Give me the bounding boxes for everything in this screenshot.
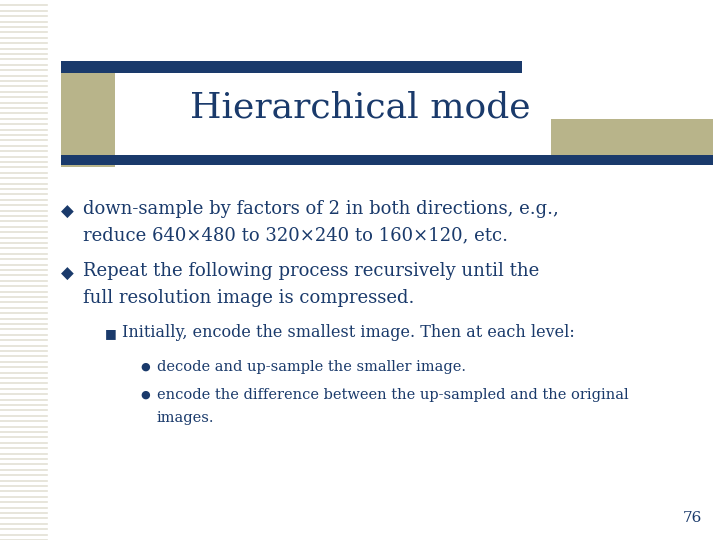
- Text: reduce 640×480 to 320×240 to 160×120, etc.: reduce 640×480 to 320×240 to 160×120, et…: [83, 227, 508, 245]
- Text: Hierarchical mode: Hierarchical mode: [189, 91, 531, 125]
- Text: encode the difference between the up-sampled and the original: encode the difference between the up-sam…: [157, 388, 629, 402]
- Text: Initially, encode the smallest image. Then at each level:: Initially, encode the smallest image. Th…: [122, 324, 575, 341]
- Text: full resolution image is compressed.: full resolution image is compressed.: [83, 289, 414, 307]
- Bar: [61, 61, 522, 73]
- Text: 76: 76: [683, 511, 702, 525]
- Text: down-sample by factors of 2 in both directions, e.g.,: down-sample by factors of 2 in both dire…: [83, 200, 559, 218]
- Text: ●: ●: [140, 390, 150, 400]
- Text: decode and up-sample the smaller image.: decode and up-sample the smaller image.: [157, 360, 466, 374]
- Text: ◆: ◆: [61, 265, 74, 282]
- Bar: [61, 155, 713, 165]
- Text: images.: images.: [157, 411, 215, 426]
- Text: ●: ●: [140, 362, 150, 372]
- Text: ◆: ◆: [61, 202, 74, 220]
- Bar: [61, 65, 115, 167]
- Text: ■: ■: [104, 327, 116, 340]
- Bar: [551, 119, 713, 165]
- Text: Repeat the following process recursively until the: Repeat the following process recursively…: [83, 262, 539, 280]
